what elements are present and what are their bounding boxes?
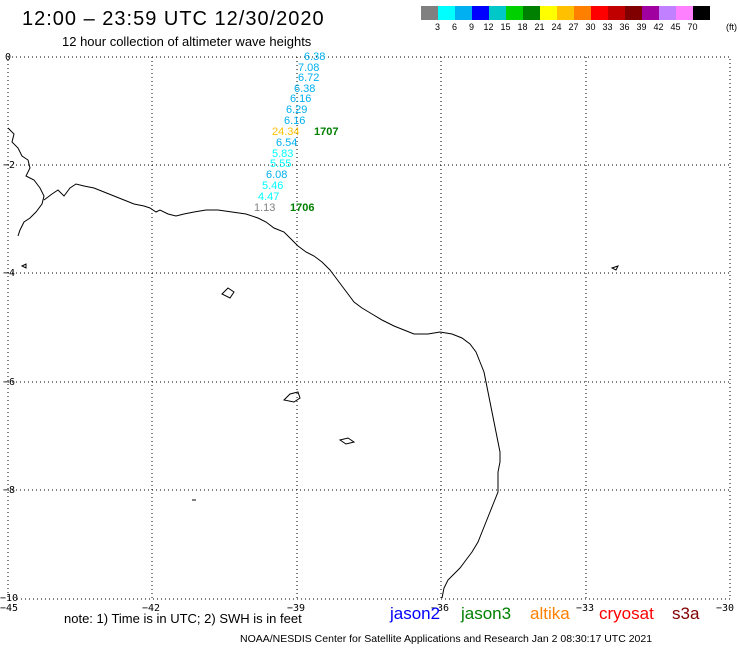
island: [282, 391, 301, 403]
lat-label: −4: [3, 268, 15, 279]
wave-height-value: 7.08: [298, 62, 319, 74]
time-label: 1706: [290, 202, 314, 214]
island: [20, 263, 27, 269]
scale-label: 30: [585, 22, 596, 32]
legend-jason2: jason2: [390, 604, 441, 623]
legend-cryosat: cryosat: [599, 604, 654, 623]
color-swatch: [506, 6, 523, 20]
scale-label: 42: [653, 22, 664, 32]
map-subtitle: 12 hour collection of altimeter wave hei…: [62, 34, 312, 49]
graticule: [8, 57, 730, 599]
wave-height-value: 5.83: [272, 148, 293, 160]
color-swatch: [676, 6, 693, 20]
color-swatch: [659, 6, 676, 20]
wave-height-value: 6.38: [294, 83, 315, 95]
scale-label: 9: [468, 22, 474, 32]
scale-label: 39: [636, 22, 647, 32]
scale-label: 15: [500, 22, 511, 32]
wave-height-value: 4.47: [258, 191, 279, 203]
lon-label: −42: [142, 603, 160, 614]
color-swatch: [608, 6, 625, 20]
scale-label: 45: [670, 22, 681, 32]
wave-height-value: 6.72: [298, 72, 319, 84]
time-label: 1707: [314, 126, 338, 138]
wave-height-value: 6.38: [304, 51, 325, 63]
lat-label: −6: [3, 377, 15, 388]
color-swatch: [693, 6, 710, 20]
color-swatch: [625, 6, 642, 20]
wave-height-value: 6.54: [276, 137, 297, 149]
lat-label: 0: [5, 52, 11, 63]
scale-label: 27: [568, 22, 579, 32]
lon-label: −45: [0, 603, 18, 614]
color-swatch: [489, 6, 506, 20]
scale-label: 3: [434, 22, 440, 32]
color-scale-bar: [421, 6, 710, 20]
lat-label: −8: [3, 485, 15, 496]
lon-label: −36: [431, 603, 449, 614]
wave-height-value: 1.13: [254, 202, 275, 214]
wave-height-value: 6.16: [290, 93, 311, 105]
lon-label: −39: [287, 603, 305, 614]
map-title: 12:00 – 23:59 UTC 12/30/2020: [22, 8, 325, 30]
legend-jason3: jason3: [461, 604, 512, 623]
color-swatch: [574, 6, 591, 20]
scale-label: 24: [551, 22, 562, 32]
lon-label: −33: [576, 603, 594, 614]
brazil-coastline: [7, 127, 501, 599]
wave-height-value: 24.34: [272, 126, 300, 138]
lat-label: −2: [3, 160, 15, 171]
wave-height-value: 6.29: [286, 104, 307, 116]
wave-height-value: 6.16: [284, 115, 305, 127]
color-swatch: [557, 6, 574, 20]
scale-label: 33: [602, 22, 613, 32]
scale-label: 70: [687, 22, 698, 32]
scale-label: 6: [451, 22, 457, 32]
scale-label: 12: [483, 22, 494, 32]
color-scale-unit: (ft): [726, 22, 737, 32]
legend-s3a: s3a: [672, 604, 700, 623]
map-frame: [7, 56, 731, 600]
color-scale-labels: 3 6 9 12 15 18 21 24 27 30 33 36 39 42 45 70: [421, 22, 701, 32]
color-swatch: [472, 6, 489, 20]
lat-label: −10: [0, 593, 18, 604]
island: [610, 265, 619, 271]
island: [221, 287, 235, 299]
wave-height-value: 5.46: [262, 180, 283, 192]
footnote: note: 1) Time is in UTC; 2) SWH is in fe…: [64, 611, 302, 626]
color-swatch: [421, 6, 438, 20]
scale-label: 18: [517, 22, 528, 32]
color-swatch: [642, 6, 659, 20]
credit-footer: NOAA/NESDIS Center for Satellite Applica…: [240, 633, 653, 645]
wave-height-value: 5.55: [270, 158, 291, 170]
color-swatch: [591, 6, 608, 20]
lon-label: −30: [716, 603, 734, 614]
wave-height-value: 6.08: [266, 169, 287, 181]
legend-altika: altika: [530, 604, 570, 623]
scale-label: 21: [534, 22, 545, 32]
color-swatch: [438, 6, 455, 20]
color-swatch: [540, 6, 557, 20]
scale-label: 36: [619, 22, 630, 32]
altimeter-track-values: 6.387.086.726.386.166.296.1624.346.545.8…: [254, 51, 325, 214]
color-swatch: [523, 6, 540, 20]
color-swatch: [455, 6, 472, 20]
island: [338, 437, 356, 445]
